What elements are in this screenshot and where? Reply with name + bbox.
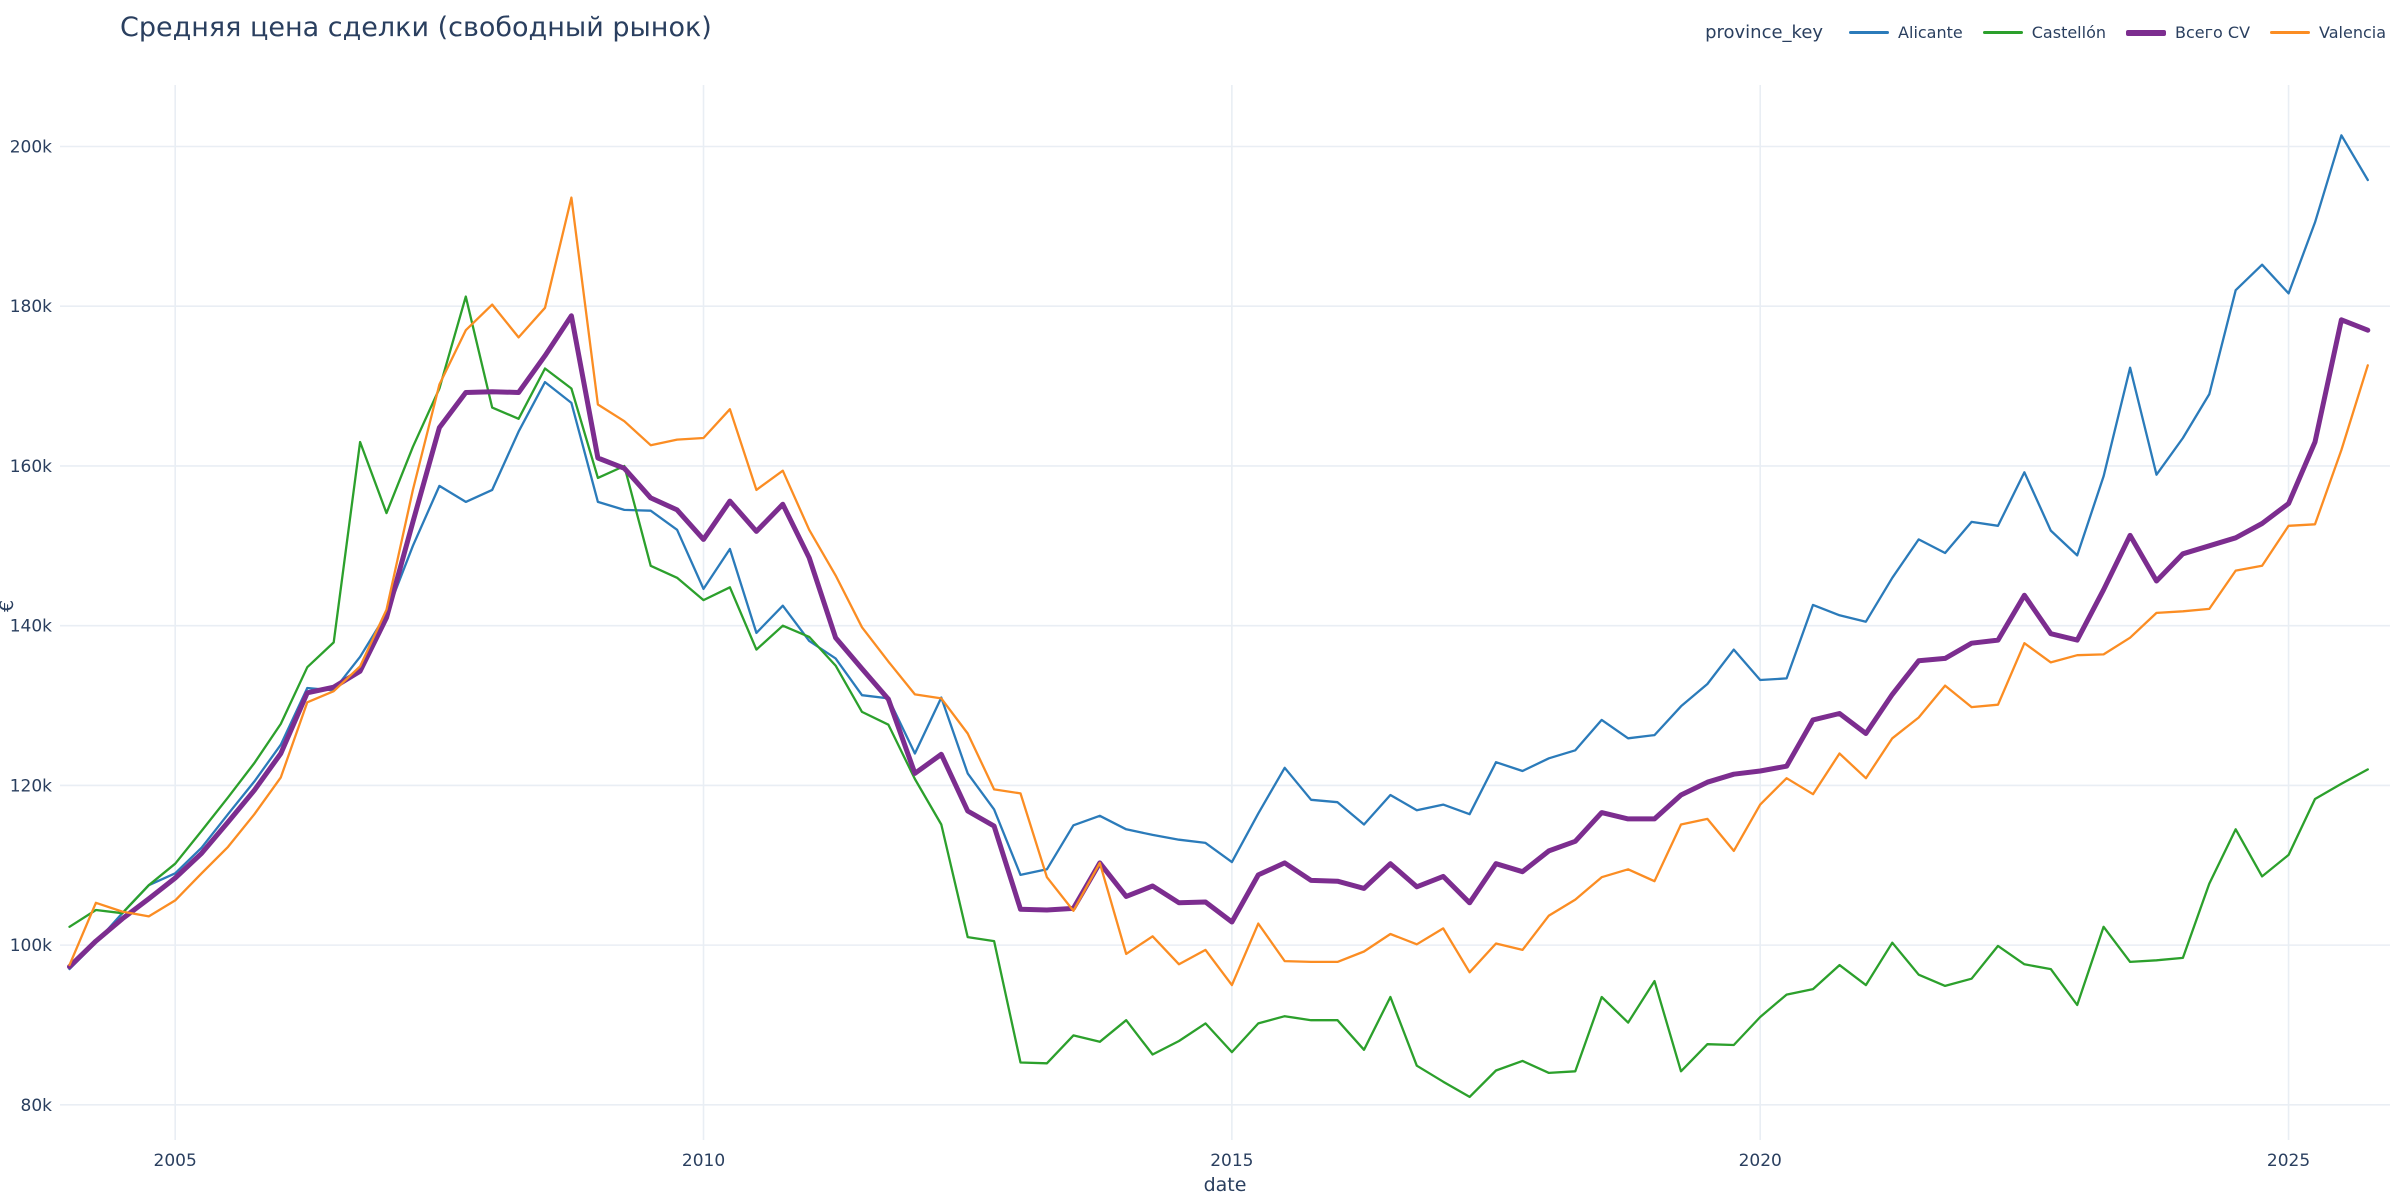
legend-item-alicante[interactable]: Alicante xyxy=(1849,23,1963,42)
legend-item-label: Castellón xyxy=(2031,23,2106,42)
x-tick-label: 2010 xyxy=(682,1151,725,1171)
y-tick-label: 80k xyxy=(21,1096,53,1116)
series-line-valencia xyxy=(68,196,2369,987)
y-tick-label: 140k xyxy=(10,617,52,637)
y-tick-label: 180k xyxy=(10,297,52,317)
legend-item-label: Всего CV xyxy=(2175,23,2251,42)
legend-line-swatch xyxy=(2126,29,2166,36)
legend-item-label: Valencia xyxy=(2319,23,2386,42)
legend-line-swatch xyxy=(1849,31,1890,34)
legend-items: Alicante Castellón Всего CV Valencia xyxy=(1849,23,2386,42)
legend-item-всего-cv[interactable]: Всего CV xyxy=(2126,23,2250,42)
legend-item-castellón[interactable]: Castellón xyxy=(1982,23,2106,42)
series-line-всего-cv xyxy=(67,313,2371,970)
y-axis-title: € xyxy=(0,600,18,612)
x-tick-label: 2005 xyxy=(154,1151,197,1171)
chart-title: Средняя цена сделки (свободный рынок) xyxy=(120,12,712,43)
x-tick-label: 2015 xyxy=(1210,1151,1253,1171)
y-tick-label: 120k xyxy=(10,776,52,796)
series-line-castellón xyxy=(68,295,2369,1099)
legend-line-swatch xyxy=(1982,31,2023,34)
x-tick-label: 2025 xyxy=(2267,1151,2310,1171)
legend-item-valencia[interactable]: Valencia xyxy=(2270,23,2386,42)
x-axis-title: date xyxy=(1203,1174,1247,1196)
series-line-alicante xyxy=(68,134,2369,971)
legend-title: province_key xyxy=(1705,22,1824,43)
y-tick-label: 100k xyxy=(10,936,52,956)
legend-line-swatch xyxy=(2270,31,2311,34)
x-tick-label: 2020 xyxy=(1739,1151,1782,1171)
y-tick-label: 200k xyxy=(10,137,52,157)
legend-item-label: Alicante xyxy=(1898,23,1963,42)
y-tick-label: 160k xyxy=(10,457,52,477)
legend: province_key Alicante Castellón Всего CV Va… xyxy=(1705,22,2386,43)
